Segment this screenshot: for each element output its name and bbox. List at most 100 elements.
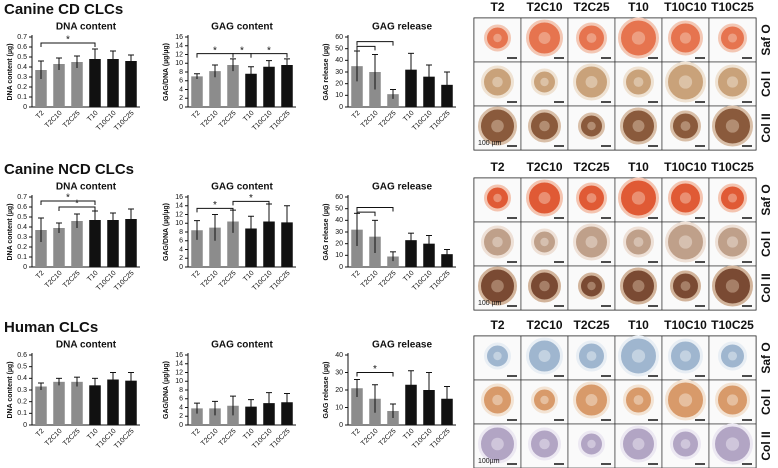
y-tick-label: 40 <box>335 217 343 224</box>
x-tick-label: T2C10 <box>44 110 64 130</box>
column-label: T2C10 <box>526 160 562 174</box>
x-tick-label: T10C25 <box>429 270 452 293</box>
chart-title: DNA content <box>56 340 117 351</box>
bar <box>387 94 399 107</box>
bar <box>281 222 293 267</box>
x-tick-label: T10C25 <box>113 270 136 293</box>
section-title: Canine CD CLCs <box>4 1 123 18</box>
y-tick-label: 14 <box>175 361 183 368</box>
x-tick-label: T10C25 <box>269 110 292 133</box>
y-tick-label: 4 <box>179 246 183 253</box>
x-tick-label: T2 <box>351 270 362 281</box>
specimen-core <box>632 120 645 132</box>
significance-bracket <box>196 207 234 213</box>
y-axis-label: GAG/DNA (µg/µg) <box>163 43 170 101</box>
bar <box>71 221 83 267</box>
bar <box>89 385 101 425</box>
bar <box>405 69 417 107</box>
bar <box>423 76 435 107</box>
specimen-core <box>631 31 646 45</box>
y-tick-label: 0 <box>339 422 343 429</box>
row-label: Saf O <box>759 342 773 373</box>
column-label: T2C25 <box>573 318 609 332</box>
bar <box>441 398 453 425</box>
specimen-core <box>538 192 551 204</box>
y-tick-label: 8 <box>179 387 183 394</box>
y-tick-label: 0.2 <box>17 244 27 251</box>
bar <box>209 71 221 107</box>
bar <box>405 240 417 267</box>
y-tick-label: 50 <box>335 206 343 213</box>
x-tick-label: T2C25 <box>378 110 398 130</box>
x-tick-label: T2C25 <box>62 270 82 290</box>
y-tick-label: 14 <box>175 43 183 50</box>
column-label: T2C25 <box>573 160 609 174</box>
y-tick-label: 10 <box>175 378 183 385</box>
column-label: T10 <box>628 0 649 14</box>
specimen-core <box>586 193 597 203</box>
significance-label: * <box>75 199 79 210</box>
row-label: Col I <box>759 71 773 97</box>
y-tick-label: 0.7 <box>17 194 27 201</box>
chart-title: DNA content <box>56 182 117 193</box>
bar <box>245 406 257 425</box>
chart-title: GAG content <box>211 340 273 351</box>
column-label: T2C25 <box>573 0 609 14</box>
chart-title: GAG content <box>211 22 273 33</box>
specimen-core <box>539 280 550 292</box>
bar <box>35 70 47 107</box>
y-tick-label: 6 <box>179 396 183 403</box>
significance-label: * <box>240 45 244 56</box>
x-tick-label: T10C25 <box>269 270 292 293</box>
x-tick-label: T2C25 <box>218 110 238 130</box>
bar <box>71 62 83 107</box>
x-tick-label: T2C25 <box>62 428 82 448</box>
x-tick-label: T2C10 <box>44 270 64 290</box>
significance-bracket <box>250 53 288 58</box>
y-tick-label: 0 <box>23 104 27 111</box>
specimen-core <box>725 119 740 133</box>
specimen-core <box>492 394 503 406</box>
significance-bracket <box>356 372 394 377</box>
x-tick-label: T10C25 <box>429 428 452 451</box>
specimen-core <box>680 121 691 131</box>
y-tick-label: 0.1 <box>17 410 27 417</box>
specimen-core <box>679 32 692 44</box>
y-axis-label: DNA content (µg) <box>7 361 14 418</box>
y-tick-label: 8 <box>179 229 183 236</box>
y-tick-label: 0.1 <box>17 94 27 101</box>
y-tick-label: 0.6 <box>17 204 27 211</box>
x-tick-label: T2 <box>351 428 362 439</box>
bar <box>107 220 119 267</box>
y-tick-label: 0.6 <box>17 352 27 359</box>
significance-bracket <box>356 211 376 217</box>
x-tick-label: T10C25 <box>429 110 452 133</box>
specimen-core <box>539 120 550 132</box>
y-tick-label: 0.2 <box>17 84 27 91</box>
y-tick-label: 16 <box>175 194 183 201</box>
x-tick-label: T2C25 <box>218 270 238 290</box>
significance-bracket <box>58 206 96 211</box>
row-label: Saf O <box>759 24 773 55</box>
x-tick-label: T2 <box>35 428 46 439</box>
y-tick-label: 8 <box>179 69 183 76</box>
column-label: T2 <box>490 318 504 332</box>
y-axis-label: DNA content (µg) <box>7 203 14 260</box>
y-tick-label: 0 <box>179 104 183 111</box>
x-tick-label: T2 <box>35 110 46 121</box>
significance-label: * <box>66 35 70 46</box>
x-tick-label: T2C10 <box>200 110 220 130</box>
specimen-core <box>633 237 644 247</box>
bar <box>35 386 47 425</box>
y-tick-label: 40 <box>335 57 343 64</box>
y-tick-label: 14 <box>175 203 183 210</box>
bar <box>53 381 65 425</box>
y-tick-label: 2 <box>179 255 183 262</box>
specimen-core <box>727 351 738 361</box>
y-tick-label: 4 <box>179 404 183 411</box>
significance-bracket <box>40 200 96 205</box>
specimen-core <box>726 394 739 406</box>
y-tick-label: 0.3 <box>17 234 27 241</box>
significance-bracket <box>356 45 376 51</box>
x-tick-label: T2C10 <box>360 270 380 290</box>
